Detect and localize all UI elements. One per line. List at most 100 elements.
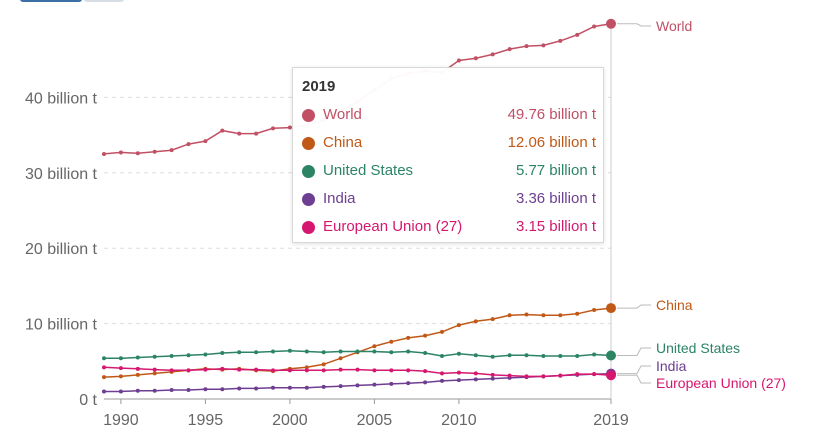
- data-point: [389, 350, 394, 355]
- data-point: [203, 352, 208, 357]
- data-point: [389, 381, 394, 386]
- data-point: [606, 18, 616, 29]
- data-point: [592, 372, 597, 377]
- data-point: [541, 313, 546, 318]
- data-point: [287, 348, 292, 353]
- data-point: [321, 362, 326, 367]
- data-point: [456, 323, 461, 328]
- y-tick-label: 40 billion t: [25, 90, 98, 107]
- data-point: [169, 354, 174, 359]
- data-point: [440, 329, 444, 334]
- tooltip-row-india: India 3.36 billion t: [302, 190, 596, 212]
- legend-dot-united-states: [302, 165, 315, 178]
- x-tick-label: 1995: [188, 412, 224, 429]
- tab-indicator-active[interactable]: [20, 0, 82, 2]
- data-point: [118, 389, 123, 394]
- data-point: [558, 373, 563, 378]
- tab-indicator[interactable]: [84, 0, 124, 2]
- data-point: [592, 352, 597, 357]
- data-point: [304, 365, 309, 370]
- data-point: [203, 367, 208, 372]
- data-point: [575, 354, 580, 359]
- legend-dot-european-union: [302, 221, 315, 234]
- data-point: [440, 378, 444, 383]
- data-point: [592, 24, 597, 29]
- data-point: [541, 374, 546, 379]
- data-point: [473, 353, 478, 358]
- tooltip-series-value: 12.06 billion t: [507, 134, 596, 151]
- data-point: [186, 353, 191, 358]
- data-point: [102, 356, 106, 361]
- tooltip-series-name: India: [323, 190, 356, 207]
- data-point: [490, 354, 495, 359]
- label-connector: [617, 374, 651, 384]
- data-point: [372, 382, 377, 387]
- data-point: [271, 349, 275, 354]
- tooltip-series-value: 5.77 billion t: [515, 162, 596, 179]
- data-point: [135, 151, 140, 156]
- data-point: [389, 339, 394, 344]
- series-end-label: European Union (27): [656, 375, 786, 391]
- tooltip-row-united-states: United States 5.77 billion t: [302, 162, 596, 184]
- data-point: [606, 350, 616, 361]
- tooltip-row-european-union: European Union (27) 3.15 billion t: [302, 218, 596, 240]
- data-point: [423, 333, 428, 338]
- data-point: [152, 367, 157, 372]
- data-point: [287, 125, 292, 130]
- label-connector: [617, 347, 651, 356]
- data-point: [456, 370, 461, 375]
- label-connector: [617, 304, 651, 309]
- data-point: [203, 139, 208, 144]
- data-point: [152, 354, 157, 359]
- series-line: [103, 307, 612, 378]
- data-point: [220, 351, 225, 356]
- tooltip-series-value: 3.15 billion t: [515, 218, 596, 235]
- data-point: [524, 44, 529, 49]
- data-point: [406, 368, 411, 373]
- data-point: [456, 378, 461, 383]
- data-point: [338, 384, 343, 389]
- data-point: [372, 349, 377, 354]
- data-point: [490, 376, 495, 381]
- tooltip-series-name: China: [323, 134, 363, 151]
- data-point: [102, 151, 106, 156]
- data-point: [287, 368, 292, 373]
- data-point: [237, 131, 242, 136]
- legend-dot-world: [302, 109, 315, 122]
- data-point: [456, 58, 461, 63]
- data-point: [524, 312, 529, 317]
- legend-dot-china: [302, 137, 315, 150]
- data-point: [507, 313, 512, 318]
- data-point: [406, 335, 411, 340]
- tooltip-series-value: 49.76 billion t: [507, 106, 596, 123]
- data-point: [575, 32, 580, 37]
- data-point: [541, 43, 546, 48]
- data-point: [186, 368, 191, 373]
- data-point: [524, 353, 529, 358]
- data-point: [456, 351, 461, 356]
- data-point: [203, 387, 208, 392]
- series-end-label: India: [656, 358, 687, 374]
- data-point: [135, 366, 140, 371]
- data-point: [152, 388, 157, 393]
- data-point: [507, 353, 512, 358]
- data-point: [237, 367, 242, 372]
- data-point: [355, 349, 360, 354]
- data-point: [321, 368, 326, 373]
- data-point: [118, 366, 123, 371]
- data-point: [169, 387, 174, 392]
- y-tick-label: 30 billion t: [25, 166, 98, 183]
- data-point: [271, 368, 275, 373]
- legend-dot-india: [302, 193, 315, 206]
- data-point: [406, 381, 411, 386]
- data-point: [237, 386, 242, 391]
- data-point: [102, 389, 106, 394]
- data-point: [338, 367, 343, 372]
- data-point: [338, 356, 343, 361]
- data-point: [118, 374, 123, 379]
- data-point: [220, 366, 225, 371]
- data-point: [440, 354, 444, 359]
- data-point: [254, 386, 259, 391]
- data-point: [423, 369, 428, 374]
- data-point: [507, 47, 512, 52]
